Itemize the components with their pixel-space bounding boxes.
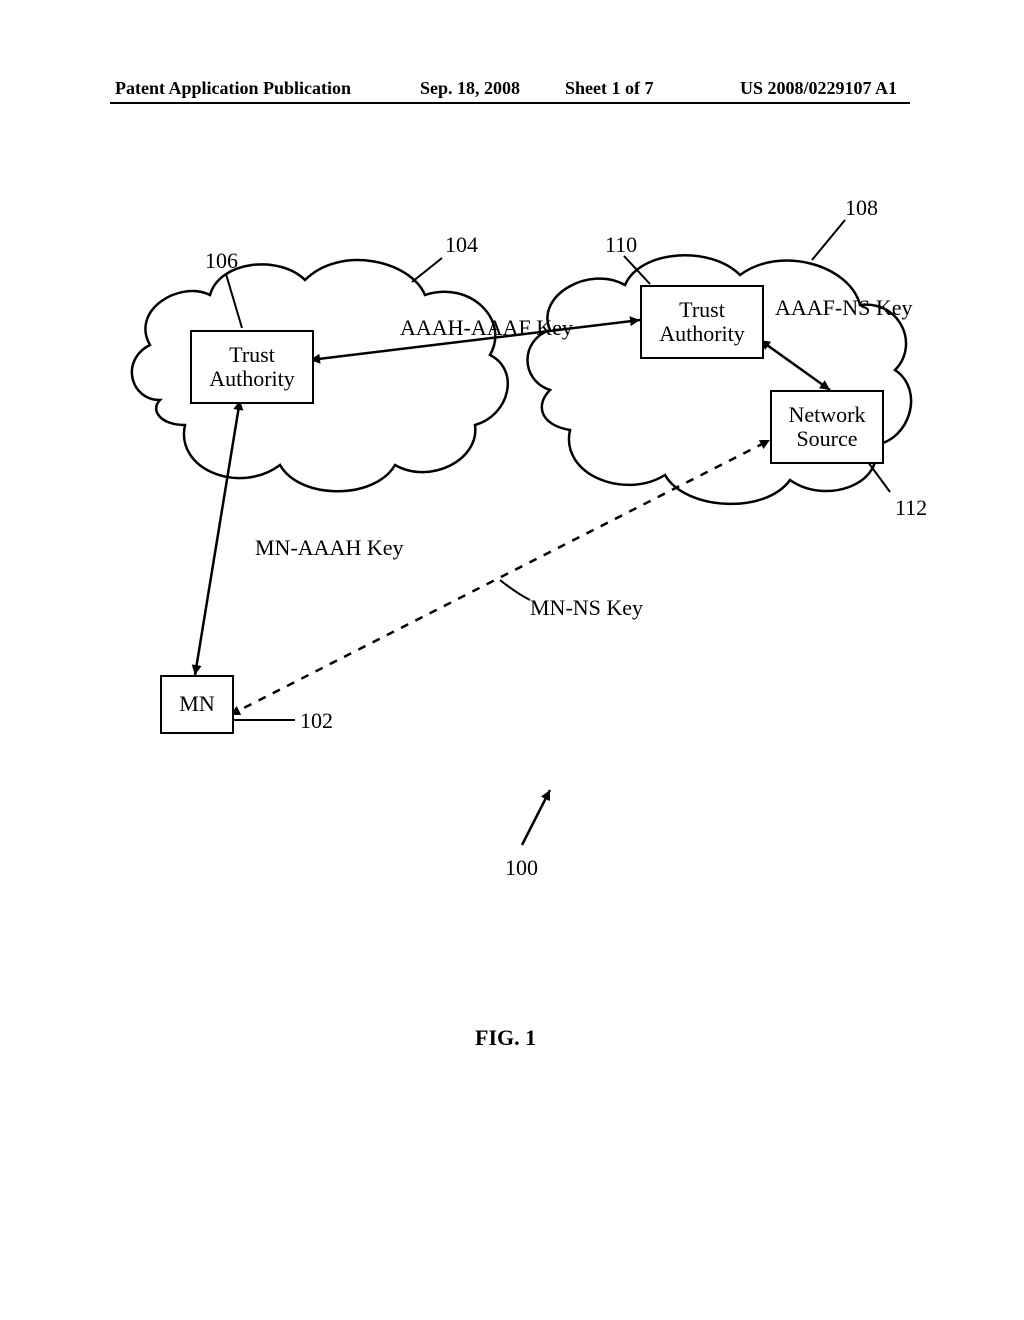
ref-108: 108	[845, 195, 878, 221]
header-date: Sep. 18, 2008	[420, 78, 520, 99]
ref-104-leader	[412, 258, 442, 282]
box-network-source-label: NetworkSource	[789, 403, 866, 451]
header-pubnum: US 2008/0229107 A1	[740, 78, 897, 99]
ref-106: 106	[205, 248, 238, 274]
header-rule	[110, 102, 910, 104]
header-publication-label: Patent Application Publication	[115, 78, 351, 99]
ref-106-leader	[226, 274, 242, 328]
ref-100: 100	[505, 855, 538, 881]
ref-mnns-hook	[500, 580, 530, 600]
ref-102: 102	[300, 708, 333, 734]
box-mn: MN	[160, 675, 234, 734]
box-trust-authority-right-label: TrustAuthority	[659, 298, 745, 346]
figure-caption: FIG. 1	[475, 1025, 536, 1051]
box-trust-authority-left-label: TrustAuthority	[209, 343, 295, 391]
label-mn-aaah-key: MN-AAAH Key	[255, 535, 403, 561]
label-aaaf-ns-key: AAAF-NS Key	[775, 295, 913, 321]
header-sheet: Sheet 1 of 7	[565, 78, 654, 99]
label-mn-ns-key: MN-NS Key	[530, 595, 643, 621]
box-network-source: NetworkSource	[770, 390, 884, 464]
edge-mn-aaah	[195, 400, 240, 675]
box-trust-authority-left: TrustAuthority	[190, 330, 314, 404]
label-aaah-aaaf-key: AAAH-AAAF Key	[400, 315, 573, 341]
ref-104: 104	[445, 232, 478, 258]
ref-110: 110	[605, 232, 637, 258]
box-mn-label: MN	[179, 692, 214, 716]
diagram: TrustAuthority TrustAuthority NetworkSou…	[90, 200, 920, 920]
page: Patent Application Publication Sep. 18, …	[0, 0, 1024, 1320]
edge-mn-ns	[230, 440, 770, 715]
ref-112: 112	[895, 495, 927, 521]
cloud-left	[132, 260, 508, 491]
ref-100-leader	[522, 790, 550, 845]
edge-aaaf-ns	[760, 340, 830, 390]
ref-108-leader	[812, 220, 845, 260]
box-trust-authority-right: TrustAuthority	[640, 285, 764, 359]
